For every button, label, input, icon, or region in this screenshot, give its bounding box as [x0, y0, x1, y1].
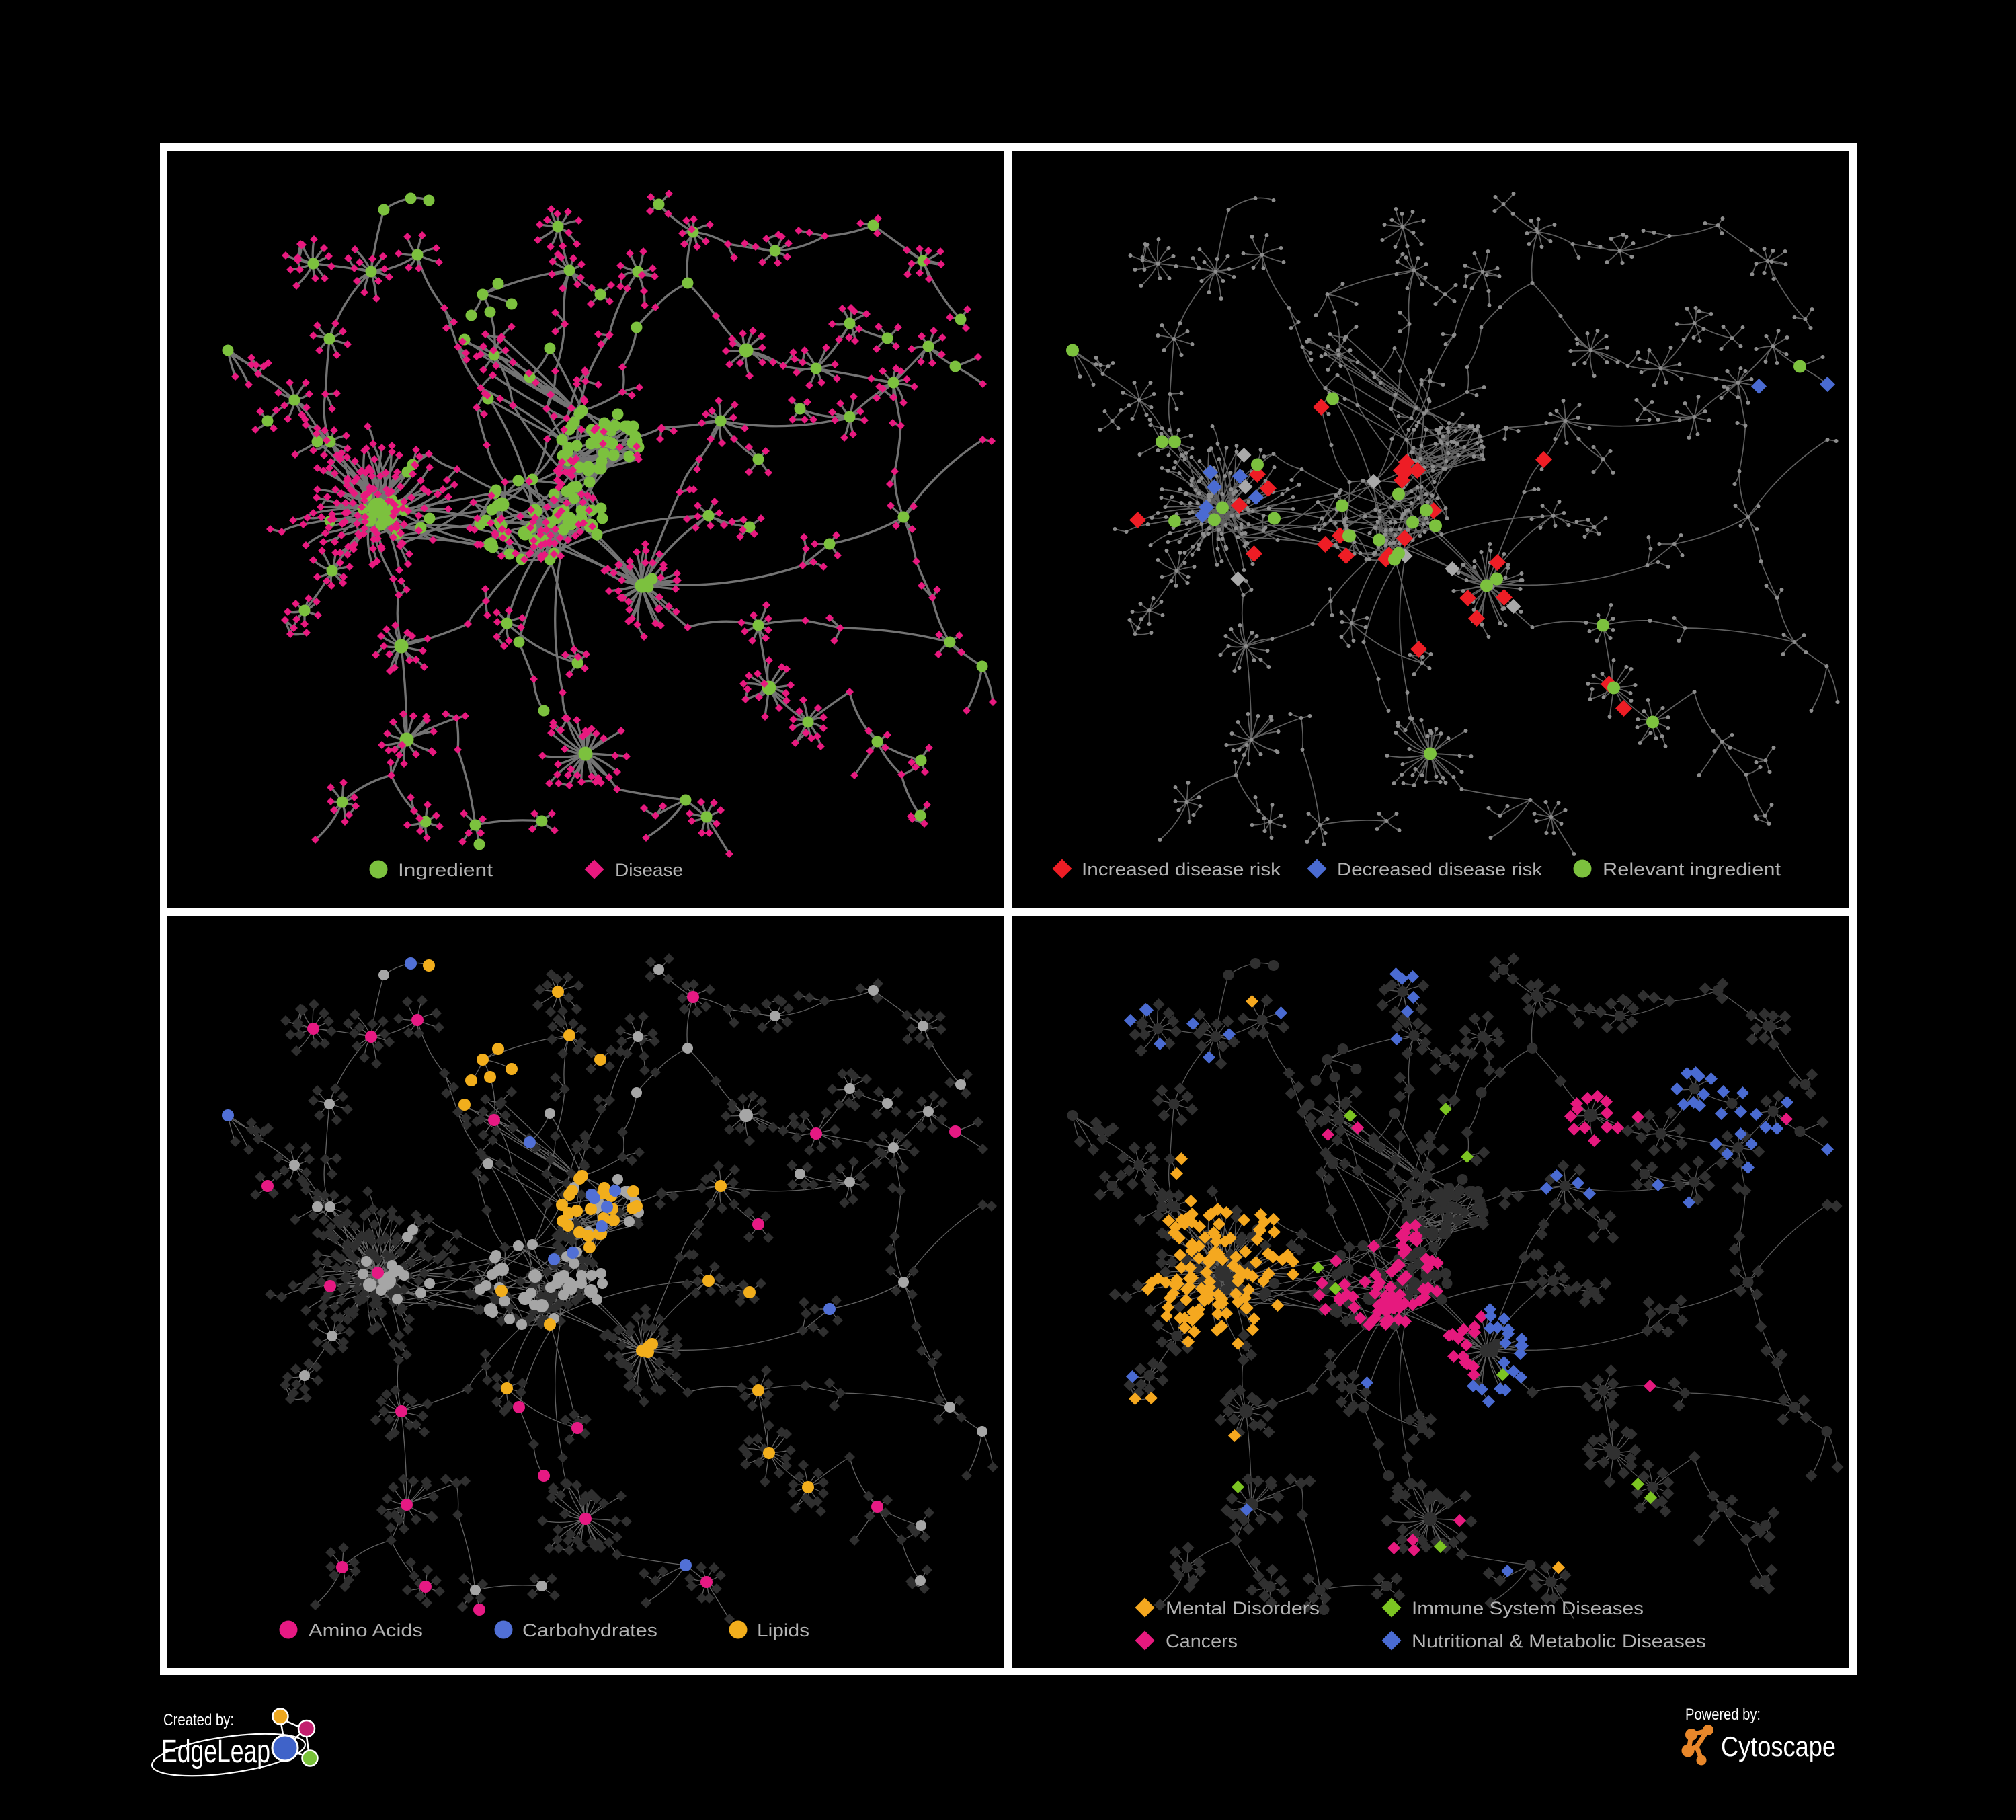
svg-text:Amino Acids: Amino Acids — [309, 1620, 423, 1640]
svg-text:Lipids: Lipids — [757, 1620, 809, 1640]
svg-text:Carbohydrates: Carbohydrates — [522, 1620, 657, 1640]
svg-text:Decreased disease risk: Decreased disease risk — [1337, 859, 1543, 879]
svg-text:Disease: Disease — [615, 860, 683, 880]
svg-text:Nutritional & Metabolic Diseas: Nutritional & Metabolic Diseases — [1412, 1631, 1706, 1651]
svg-text:Powered by:: Powered by: — [1685, 1706, 1761, 1724]
svg-text:Cancers: Cancers — [1166, 1631, 1238, 1651]
svg-text:Ingredient: Ingredient — [398, 860, 493, 880]
svg-text:Immune System Diseases: Immune System Diseases — [1412, 1598, 1644, 1618]
svg-text:Mental Disorders: Mental Disorders — [1166, 1598, 1320, 1618]
svg-text:EdgeLeap: EdgeLeap — [161, 1734, 270, 1770]
svg-text:Created by:: Created by: — [163, 1711, 234, 1729]
svg-text:Cytoscape: Cytoscape — [1721, 1731, 1836, 1762]
svg-text:Relevant ingredient: Relevant ingredient — [1603, 859, 1781, 879]
svg-text:Increased disease risk: Increased disease risk — [1082, 859, 1281, 879]
